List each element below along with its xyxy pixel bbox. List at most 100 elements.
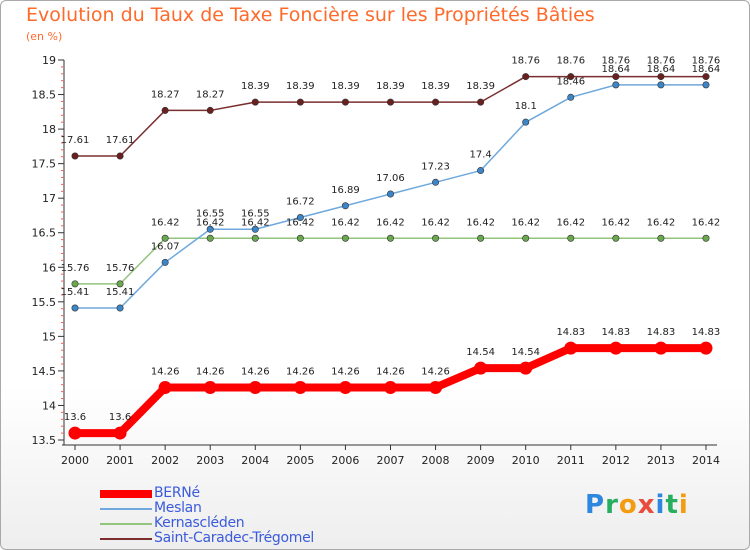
data-point-3	[341, 98, 349, 106]
data-label-0: 14.26	[241, 366, 270, 377]
legend-label: BERNé	[154, 485, 200, 501]
data-point-3	[116, 152, 124, 160]
data-point-3	[522, 73, 530, 81]
data-label-2: 15.76	[61, 263, 90, 274]
data-point-1	[432, 178, 440, 186]
data-point-2	[251, 234, 259, 242]
data-point-2	[612, 234, 620, 242]
data-point-3	[612, 73, 620, 81]
x-tick-label: 2006	[331, 454, 359, 467]
data-label-0: 14.26	[286, 366, 315, 377]
data-label-0: 14.26	[196, 366, 225, 377]
x-tick-label: 2004	[241, 454, 269, 467]
data-point-0	[293, 380, 307, 394]
data-point-2	[341, 234, 349, 242]
y-tick-label: 15.5	[32, 296, 57, 309]
data-label-1: 16.55	[241, 208, 270, 219]
data-point-1	[296, 214, 304, 222]
y-tick-label: 18	[42, 123, 56, 136]
data-label-2: 16.42	[286, 217, 315, 228]
data-label-3: 18.39	[466, 81, 495, 92]
logo-letter: i	[655, 490, 666, 520]
logo-letter: t	[665, 490, 679, 520]
data-label-1: 18.64	[602, 64, 631, 75]
data-label-2: 16.42	[376, 217, 405, 228]
logo-letter: r	[605, 490, 619, 520]
data-point-2	[296, 234, 304, 242]
data-point-3	[567, 73, 575, 81]
data-point-0	[113, 426, 127, 440]
data-label-0: 14.54	[511, 347, 540, 358]
data-label-2: 16.42	[511, 217, 540, 228]
data-label-0: 14.26	[151, 366, 180, 377]
data-point-2	[161, 234, 169, 242]
data-point-0	[564, 341, 578, 355]
data-point-1	[567, 93, 575, 101]
data-point-2	[71, 280, 79, 288]
legend-swatch	[100, 508, 152, 510]
data-point-1	[702, 81, 710, 89]
data-point-1	[522, 118, 530, 126]
data-label-3: 18.76	[602, 56, 631, 67]
data-point-2	[116, 280, 124, 288]
x-tick-label: 2009	[467, 454, 495, 467]
data-label-1: 15.41	[61, 287, 90, 298]
x-tick-label: 2001	[106, 454, 134, 467]
data-point-1	[386, 190, 394, 198]
data-label-0: 13.6	[64, 412, 86, 423]
y-tick-label: 13.5	[32, 434, 57, 447]
x-tick-label: 2008	[422, 454, 450, 467]
unit-label: (en %)	[26, 30, 63, 43]
data-label-0: 14.26	[376, 366, 405, 377]
x-tick-label: 2012	[602, 454, 630, 467]
data-label-2: 16.42	[196, 217, 225, 228]
legend-swatch	[100, 523, 152, 525]
data-label-1: 16.89	[331, 185, 360, 196]
data-label-2: 16.42	[556, 217, 585, 228]
data-label-0: 14.83	[692, 327, 721, 338]
data-point-0	[519, 361, 533, 375]
data-label-3: 18.76	[511, 56, 540, 67]
data-point-3	[206, 106, 214, 114]
data-point-0	[474, 361, 488, 375]
data-point-2	[206, 234, 214, 242]
data-point-0	[654, 341, 668, 355]
logo-letter: o	[618, 490, 638, 520]
data-point-1	[612, 81, 620, 89]
data-point-3	[296, 98, 304, 106]
legend-swatch	[100, 538, 152, 540]
data-label-3: 18.39	[331, 81, 360, 92]
y-tick-label: 17	[42, 192, 56, 205]
data-point-1	[251, 225, 259, 233]
data-label-1: 17.06	[376, 173, 405, 184]
data-point-1	[161, 258, 169, 266]
data-label-3: 18.76	[647, 56, 676, 67]
data-label-3: 18.39	[376, 81, 405, 92]
data-point-0	[203, 380, 217, 394]
data-point-0	[699, 341, 713, 355]
data-point-0	[609, 341, 623, 355]
logo-letter: P	[585, 490, 606, 520]
data-label-3: 18.39	[241, 81, 270, 92]
x-tick-label: 2003	[196, 454, 224, 467]
data-point-1	[657, 81, 665, 89]
data-label-1: 16.07	[151, 241, 180, 252]
data-point-3	[251, 98, 259, 106]
data-label-1: 18.64	[647, 64, 676, 75]
data-point-1	[71, 304, 79, 312]
data-point-3	[386, 98, 394, 106]
data-label-3: 18.39	[286, 81, 315, 92]
data-label-0: 14.83	[647, 327, 676, 338]
data-label-0: 14.26	[331, 366, 360, 377]
legend-label: Saint-Caradec-Trégomel	[154, 530, 314, 546]
data-label-2: 16.42	[241, 217, 270, 228]
data-label-1: 17.23	[421, 161, 450, 172]
data-point-0	[429, 380, 443, 394]
data-point-3	[161, 106, 169, 114]
data-point-1	[206, 225, 214, 233]
data-label-1: 15.41	[106, 287, 135, 298]
x-tick-label: 2002	[151, 454, 179, 467]
y-tick-label: 19	[42, 54, 56, 67]
data-label-3: 18.27	[151, 89, 180, 100]
data-point-1	[341, 202, 349, 210]
